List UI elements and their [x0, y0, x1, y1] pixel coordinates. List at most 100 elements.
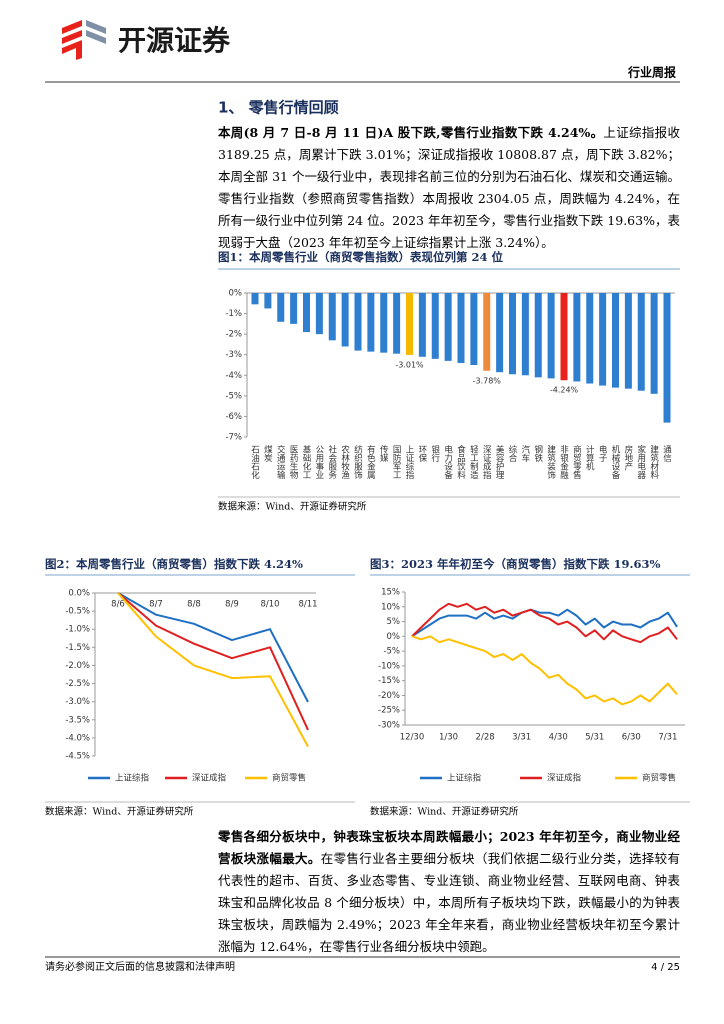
x-tick-label: 8/9	[225, 600, 239, 610]
x-tick-label: 建筑材料	[649, 444, 659, 480]
source-note: 数据来源：Wind、开源证券研究所	[370, 806, 519, 818]
bar	[534, 293, 542, 378]
source-note: 数据来源：Wind、开源证券研究所	[45, 806, 194, 818]
bar	[560, 293, 568, 381]
y-tick-label: -2.0%	[65, 661, 90, 671]
y-tick-label: -25%	[378, 706, 400, 716]
y-tick-label: -2%	[225, 330, 242, 340]
bar	[264, 293, 272, 309]
x-tick-label: 8/10	[260, 600, 279, 610]
x-tick-label: 8/7	[149, 600, 163, 610]
y-tick-label: -0.5%	[65, 607, 90, 617]
paragraph: 本周(8 月 7 日-8 月 11 日)A 股下跌,零售行业指数下跌 4.24%…	[218, 122, 680, 254]
bar	[277, 293, 285, 322]
x-tick-label: 机械设备	[610, 444, 620, 480]
bar	[521, 293, 529, 376]
y-tick-label: 15%	[381, 588, 400, 598]
y-tick-label: -20%	[378, 691, 400, 701]
y-tick-label: -7%	[225, 433, 242, 443]
y-tick-label: -6%	[225, 412, 242, 422]
y-tick-label: -1.5%	[65, 643, 90, 653]
x-tick-label: 交通运输	[275, 444, 285, 480]
x-tick-label: 基础化工	[301, 444, 311, 479]
y-tick-label: -30%	[378, 721, 400, 731]
legend-label: 深证成指	[192, 773, 227, 784]
logo-icon	[62, 20, 106, 60]
y-tick-label: -15%	[378, 676, 400, 686]
bar	[547, 293, 555, 379]
x-tick-label: 6/30	[622, 733, 641, 743]
line-series	[411, 608, 678, 638]
y-tick-label: -4%	[225, 371, 242, 381]
x-tick-label: 8/6	[111, 600, 125, 610]
x-tick-label: 8/8	[187, 600, 201, 610]
y-tick-label: -3.0%	[65, 697, 90, 707]
x-tick-label: 4/30	[549, 733, 568, 743]
line-series	[117, 592, 309, 731]
x-tick-label: 上证综指	[404, 445, 414, 480]
x-tick-label: 8/11	[298, 600, 317, 610]
bar	[341, 293, 349, 347]
y-tick-label: -2.5%	[65, 679, 90, 689]
x-tick-label: 2/28	[476, 733, 495, 743]
x-tick-label: 综合	[507, 444, 517, 463]
x-tick-label: 银行	[430, 444, 440, 463]
x-tick-label: 计算机	[584, 444, 594, 471]
x-tick-label: 有色金属	[365, 444, 375, 480]
x-tick-label: 农林牧渔	[340, 444, 350, 479]
y-tick-label: -5%	[383, 647, 400, 657]
y-tick-label: 0.0%	[68, 589, 90, 599]
x-tick-label: 12/30	[400, 733, 425, 743]
bar	[406, 293, 413, 355]
chart-title: 图2：本周零售行业（商贸零售）指数下跌 4.24%	[45, 557, 303, 571]
chart-title: 图3：2023 年年初至今（商贸零售）指数下跌 19.63%	[370, 557, 661, 571]
paragraph-text: 上证综指报收 3189.25 点，周累计下跌 3.01%；深证成指报收 1080…	[218, 125, 680, 250]
bar	[444, 293, 452, 361]
x-tick-label: 家用电器	[636, 444, 646, 480]
x-tick-label: 轻工制造	[468, 444, 478, 480]
x-tick-label: 建筑装饰	[546, 444, 556, 480]
x-tick-label: 国防军工	[391, 445, 401, 479]
y-tick-label: -10%	[378, 661, 400, 671]
x-tick-label: 煤炭	[262, 444, 272, 463]
bar	[599, 293, 607, 386]
bar	[457, 293, 465, 363]
x-tick-label: 非银金融	[559, 444, 569, 480]
value-label: -4.24%	[550, 386, 579, 395]
x-tick-label: 7/31	[658, 733, 677, 743]
legend-label: 商贸零售	[272, 773, 306, 784]
x-tick-label: 电子	[597, 444, 607, 462]
bar	[573, 293, 581, 382]
x-tick-label: 社会服务	[327, 444, 337, 480]
legend-label: 商贸零售	[642, 773, 676, 784]
report-tag: 行业周报	[627, 65, 676, 80]
legend-label: 上证综指	[447, 773, 482, 784]
x-tick-label: 通信	[662, 444, 672, 463]
line-series	[411, 635, 678, 706]
x-tick-label: 5/31	[585, 733, 604, 743]
x-tick-label: 环保	[417, 445, 427, 463]
y-tick-label: 0%	[387, 632, 401, 642]
x-tick-label: 电力设备	[443, 444, 453, 480]
x-tick-label: 钢铁	[533, 444, 543, 463]
bar	[637, 293, 645, 391]
value-label: -3.78%	[473, 376, 502, 385]
x-tick-label: 公用事业	[314, 445, 324, 479]
bar	[367, 293, 375, 352]
x-tick-label: 食品饮料	[456, 444, 466, 480]
bar	[431, 293, 439, 359]
paragraph-lead: 零售各细分板块中，钟表珠宝板块本周跌幅最小；2023 年年初至今，商业物业经营板…	[218, 829, 680, 866]
bar	[483, 293, 491, 371]
y-tick-label: 5%	[387, 617, 401, 627]
bar	[251, 293, 259, 305]
bar	[650, 293, 658, 394]
bar	[328, 293, 336, 341]
bar	[586, 293, 594, 384]
x-tick-label: 石油石化	[250, 445, 260, 480]
x-tick-label: 1/30	[439, 733, 458, 743]
value-label: -3.01%	[395, 360, 424, 369]
y-tick-label: -5%	[225, 391, 242, 401]
x-tick-label: 3/31	[512, 733, 531, 743]
x-tick-label: 深证成指	[481, 445, 491, 480]
